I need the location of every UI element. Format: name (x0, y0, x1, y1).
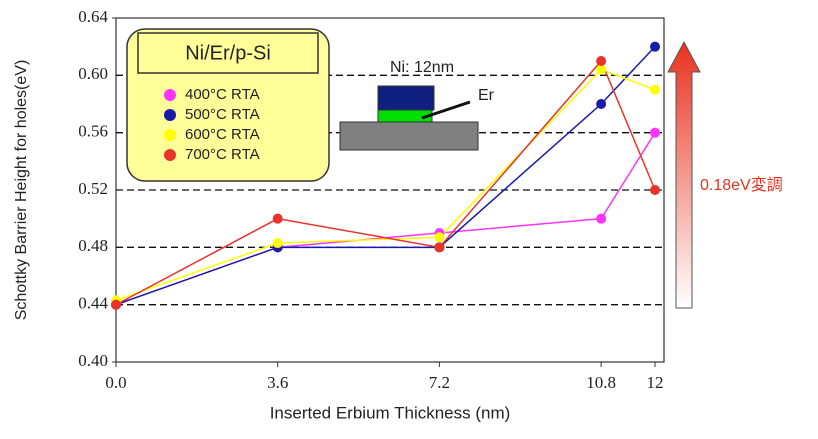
point (650, 127, 661, 138)
point (434, 232, 445, 243)
inset-label: Ni: 12nm (390, 59, 454, 76)
x-tick-label: 7.2 (429, 373, 450, 392)
x-tick-label: 10.8 (586, 373, 616, 392)
modulation-arrow (667, 40, 701, 309)
legend-title: Ni/Er/p-Si (185, 42, 271, 64)
point (111, 299, 121, 310)
point (596, 213, 607, 224)
arrow-label: 0.18eV変調 (700, 176, 783, 194)
y-tick-label: 0.64 (78, 7, 108, 26)
point (650, 84, 661, 95)
legend-swatch (164, 149, 176, 161)
point (596, 64, 607, 75)
point (596, 56, 607, 66)
x-tick-label: 0.0 (105, 373, 126, 392)
x-tick-label: 12 (647, 373, 664, 392)
legend-label: 600°C RTA (185, 126, 260, 143)
x-tick-label: 3.6 (267, 373, 288, 392)
ni-layer (377, 85, 435, 111)
y-tick-label: 0.40 (78, 351, 108, 370)
x-axis-label: Inserted Erbium Thickness (nm) (270, 403, 511, 422)
y-tick-label: 0.52 (78, 179, 108, 198)
legend-label: 500°C RTA (185, 106, 260, 123)
substrate (339, 121, 479, 151)
y-tick-label: 0.48 (78, 236, 108, 255)
legend-label: 400°C RTA (185, 86, 260, 103)
y-tick-label: 0.56 (78, 122, 108, 141)
pointer (421, 100, 471, 120)
point (434, 242, 445, 253)
point (272, 213, 283, 224)
y-axis-label: Schottky Barrier Height for holes(eV) (13, 60, 30, 321)
point (650, 41, 661, 52)
legend-swatch (164, 129, 176, 141)
y-tick-label: 0.44 (78, 294, 108, 313)
legend-swatch (164, 89, 176, 101)
legend-title-box (137, 32, 319, 74)
y-tick-label: 0.60 (78, 64, 108, 83)
point (596, 99, 607, 109)
legend-swatch (164, 109, 176, 121)
point (272, 238, 283, 249)
legend-label: 700°C RTA (185, 146, 260, 163)
point (650, 185, 661, 195)
inset-label: Er (478, 87, 495, 104)
